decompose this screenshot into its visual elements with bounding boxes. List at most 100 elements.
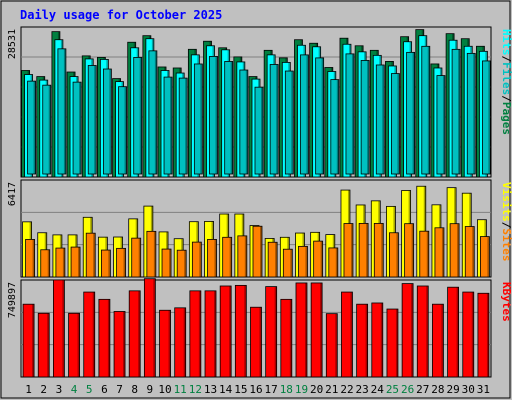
bar-shade [473,53,476,174]
x-tick-label-day-18: 18 [280,383,293,396]
bar-files-day-9 [148,50,158,175]
bar-kbytes-day-6 [98,298,111,378]
bar-sites-day-29 [449,223,460,278]
bar-shade [123,248,126,277]
bar-shade [200,63,203,175]
x-tick-label-day-23: 23 [356,383,369,396]
bar-shade [48,85,51,174]
legend-item-kbytes: KBytes [500,282,512,322]
bar-files-day-22 [345,53,355,175]
bar-shade [335,313,338,377]
bar-shade [107,299,110,377]
bar-shade [365,304,368,377]
bar-shade [471,292,474,377]
x-tick-label-day-11: 11 [174,383,187,396]
bar-kbytes-day-24 [371,302,384,378]
x-tick-label-day-1: 1 [25,383,32,396]
bar-shade [32,304,35,377]
bar-sites-day-1 [25,239,35,278]
bar-sites-day-28 [434,227,445,278]
chart-panels [20,26,492,378]
bar-kbytes-day-12 [189,290,202,378]
bar-shade [289,299,292,377]
bar-shade [138,238,141,277]
bar-shade [457,223,460,277]
y-max-label-middle: 6417 [7,182,18,206]
bar-files-day-23 [360,60,370,175]
bar-shade [214,239,217,277]
bar-kbytes-day-3 [53,279,65,378]
x-tick-label-day-5: 5 [86,383,93,396]
bar-sites-day-27 [419,230,430,278]
bar-shade [124,86,127,174]
bar-sites-day-4 [70,246,81,278]
bar-shade [185,78,188,174]
bar-shade [275,242,278,277]
bar-files-day-26 [406,51,416,175]
bar-kbytes-day-8 [128,290,141,378]
bar-sites-day-16 [252,225,263,278]
bar-kbytes-day-17 [265,286,278,378]
legend-top: Hits/Files/Pages [500,29,512,135]
bar-files-day-28 [436,75,446,175]
bar-sites-day-15 [237,235,248,278]
x-tick-label-day-8: 8 [131,383,138,396]
bar-sites-day-10 [161,248,172,278]
bar-sites-day-11 [176,249,187,278]
bar-shade [274,286,277,377]
bar-files-day-20 [315,57,325,175]
bar-shade [472,226,475,277]
bar-shade [350,223,353,277]
bar-files-day-13 [209,56,218,175]
bar-shade [244,285,247,377]
bar-shade [154,50,157,174]
bar-shade [93,233,96,277]
bar-files-day-1 [27,80,36,175]
bar-sites-day-14 [222,236,233,278]
bar-kbytes-day-30 [462,291,475,378]
bar-shade [366,223,369,277]
bar-files-day-18 [284,70,294,175]
bar-kbytes-day-9 [143,278,156,378]
bar-shade [304,282,307,377]
bar-shade [441,304,444,377]
bar-shade [63,48,66,174]
bar-shade [168,310,171,377]
bar-shade [62,279,65,377]
bar-shade [412,52,415,174]
y-max-label-bottom: 749897 [7,282,18,318]
bar-files-day-12 [193,63,203,175]
x-tick-label-day-7: 7 [116,383,123,396]
bar-files-day-11 [178,77,188,175]
x-tick-label-day-25: 25 [386,383,399,396]
bar-sites-day-31 [480,236,490,278]
bar-shade [33,81,36,174]
legend-separator: / [500,95,512,102]
bar-shade [411,283,414,377]
bar-shade [488,60,491,174]
chart-title: Daily usage for October 2025 [20,8,222,22]
x-tick-label-day-13: 13 [204,383,217,396]
bar-shade [397,73,400,174]
bar-shade [94,65,97,174]
x-tick-label-day-2: 2 [40,383,47,396]
bar-kbytes-day-15 [234,284,247,378]
panel-middle [20,179,492,278]
bar-shade [456,287,459,377]
x-tick-label-day-21: 21 [325,383,338,396]
x-tick-label-day-10: 10 [158,383,171,396]
bar-kbytes-day-18 [280,298,293,378]
bar-shade [229,237,232,277]
x-tick-label-day-14: 14 [219,383,233,396]
bar-kbytes-day-2 [37,312,50,378]
bar-kbytes-day-22 [341,291,353,378]
bar-shade [184,250,187,277]
bar-sites-day-24 [373,222,384,278]
bar-files-day-5 [87,65,97,175]
bar-kbytes-day-13 [204,290,217,378]
bar-files-day-19 [300,54,309,175]
bar-shade [458,49,461,174]
bar-kbytes-day-7 [113,311,126,378]
